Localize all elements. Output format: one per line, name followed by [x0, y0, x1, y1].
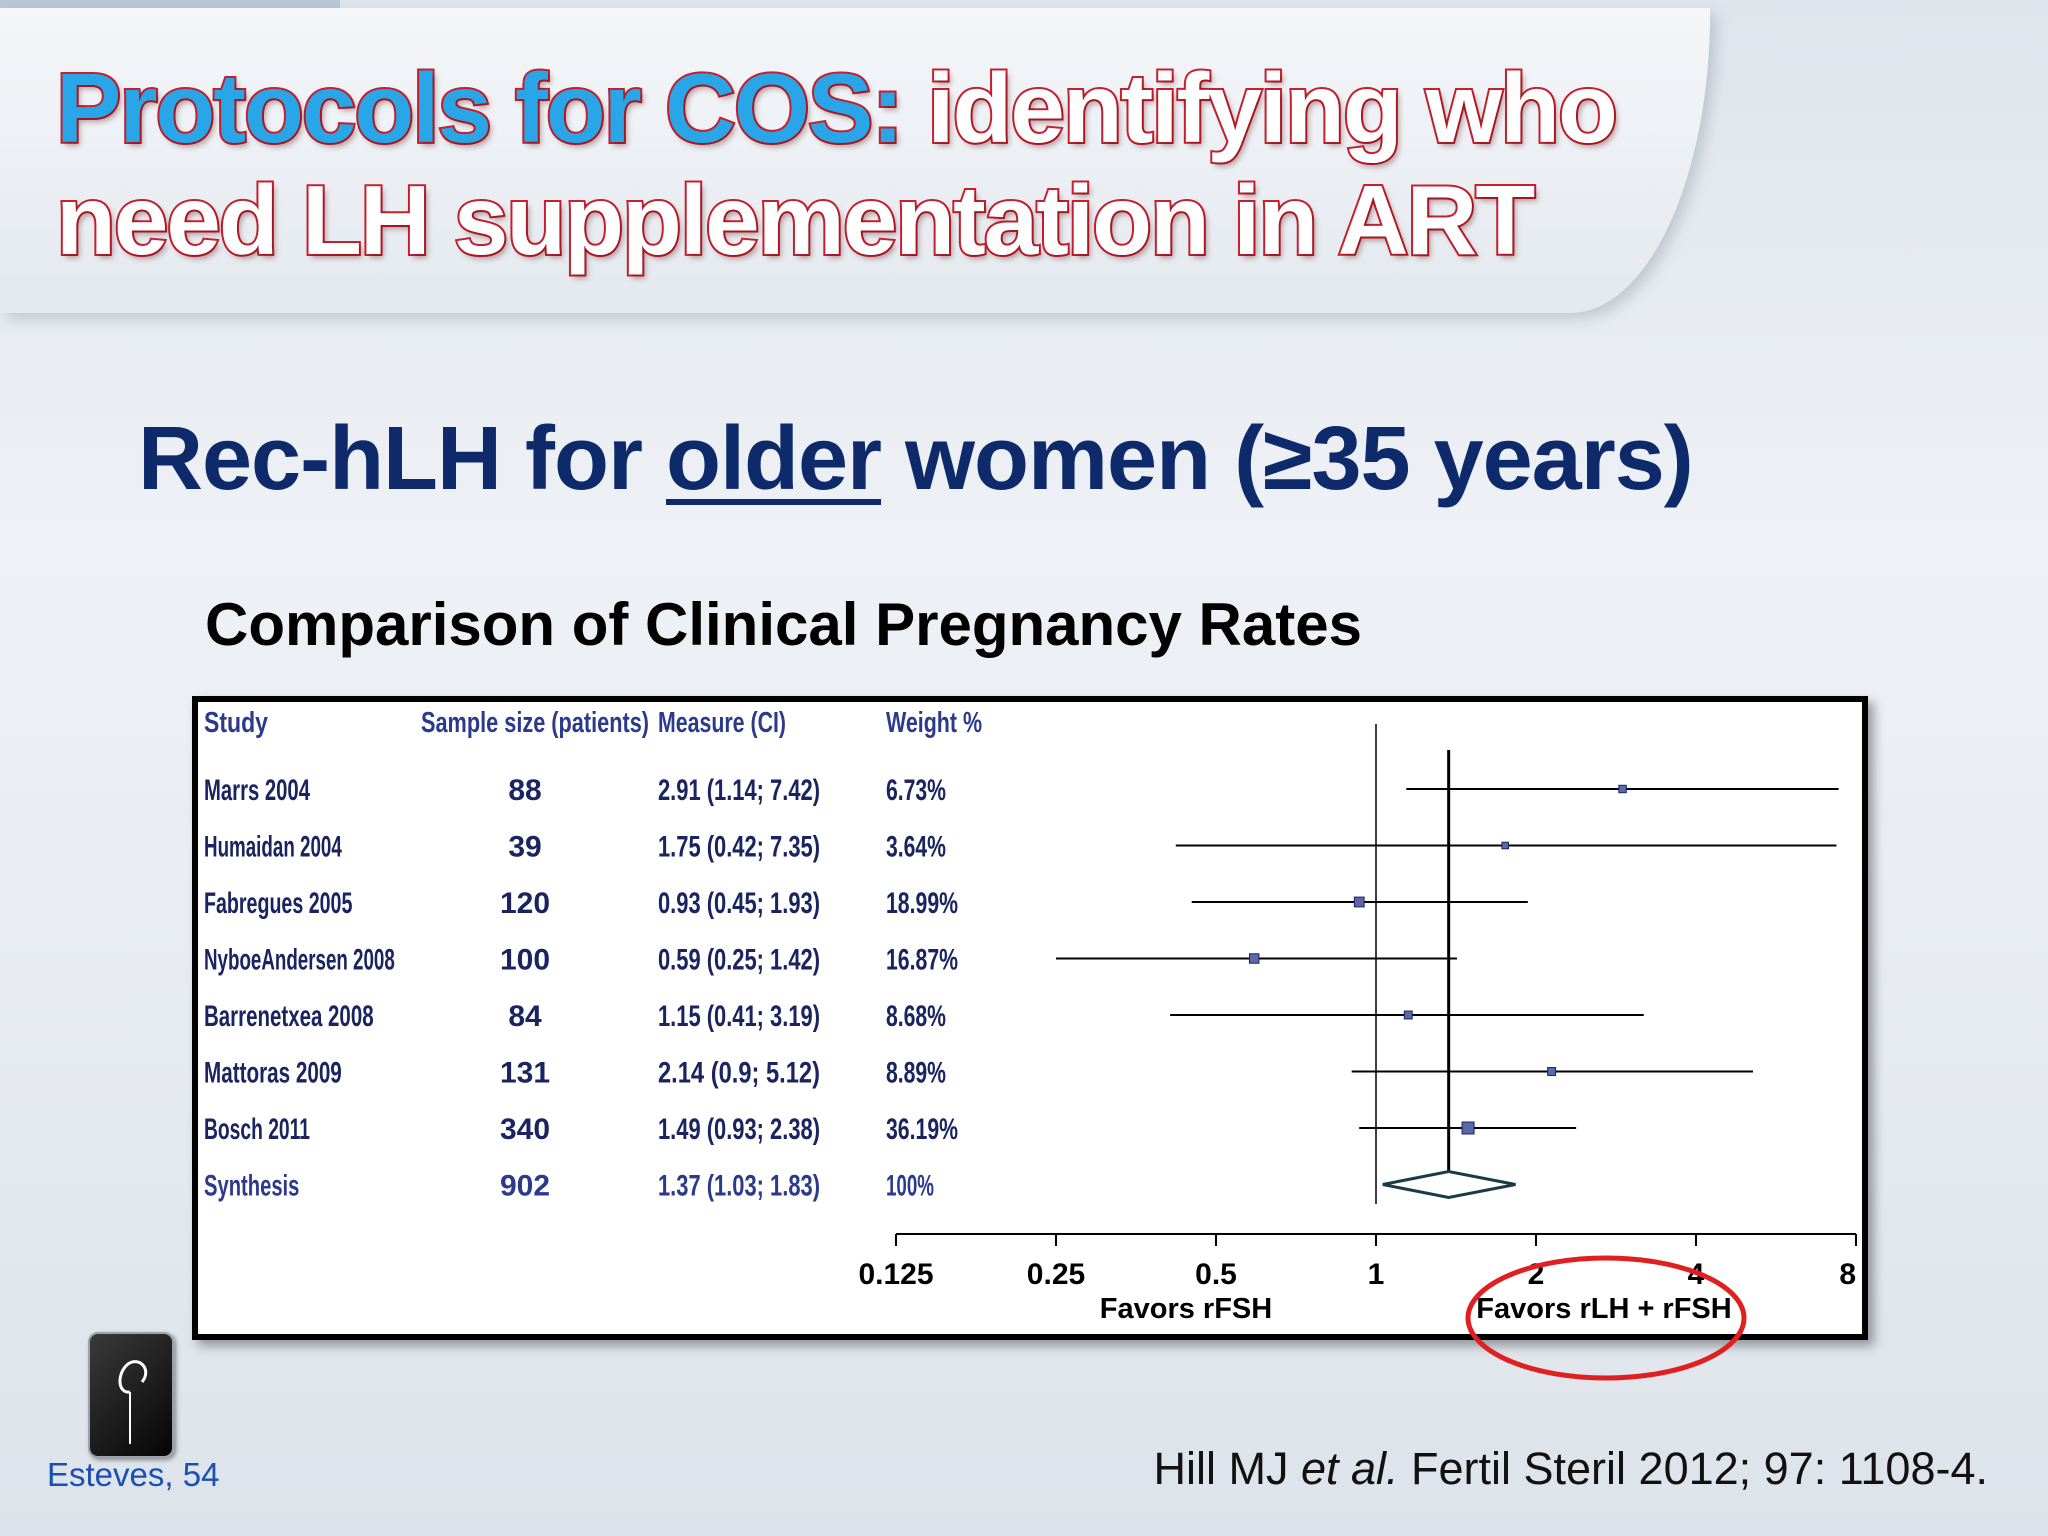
point-estimate: [1461, 1121, 1475, 1135]
x-tick-label: 0.5: [1195, 1258, 1237, 1291]
point-estimate: [1618, 784, 1627, 794]
header-study: Study: [204, 707, 268, 739]
point-estimate: [1353, 896, 1365, 908]
study-name: Barrenetxea 2008: [204, 1000, 374, 1033]
slide-title-line1: Protocols for COS: identifying who: [54, 51, 1676, 165]
header-weight: Weight %: [886, 707, 982, 739]
point-estimate: [1403, 1010, 1413, 1020]
study-name: NyboeAndersen 2008: [204, 944, 395, 977]
study-name: Humaidan 2004: [204, 831, 342, 864]
weight-pct: 36.19%: [886, 1113, 958, 1146]
footer-reference: Hill MJ et al. Fertil Steril 2012; 97: 1…: [1153, 1443, 1988, 1495]
sample-size: 84: [508, 1000, 542, 1033]
title-part2: identifying who: [902, 51, 1620, 165]
x-tick-label: 4: [1688, 1258, 1705, 1291]
study-name: Synthesis: [204, 1170, 299, 1203]
footer-author: Esteves, 54: [47, 1456, 220, 1493]
weight-pct: 6.73%: [886, 774, 946, 807]
sample-size: 131: [500, 1057, 550, 1090]
title-part1: Protocols for COS:: [54, 51, 906, 165]
measure-ci: 1.37 (1.03; 1.83): [658, 1170, 820, 1203]
measure-ci: 0.59 (0.25; 1.42): [658, 944, 820, 977]
ref-journal: Fertil Steril 2012; 97: 1108-4.: [1398, 1443, 1988, 1494]
weight-pct: 3.64%: [886, 831, 946, 864]
point-estimate: [1501, 841, 1509, 850]
slide-title: Protocols for COS: identifying who need …: [54, 51, 1676, 277]
header-sample-size: Sample size (patients): [421, 707, 649, 739]
synthesis-diamond: [1382, 1169, 1516, 1200]
x-tick-label: 2: [1528, 1258, 1545, 1291]
point-estimate: [1248, 953, 1260, 964]
slide-subtitle: Rec-hLH for older women (≥35 years): [138, 408, 1694, 511]
sample-size: 88: [508, 774, 541, 807]
ref-authors: Hill MJ: [1153, 1443, 1301, 1494]
measure-ci: 2.14 (0.9; 5.12): [658, 1057, 820, 1090]
weight-pct: 8.68%: [886, 1000, 946, 1033]
favors-left-label: Favors rFSH: [1100, 1293, 1272, 1325]
weight-pct: 100%: [886, 1170, 934, 1203]
measure-ci: 0.93 (0.45; 1.93): [658, 887, 820, 920]
x-tick-label: 1: [1368, 1258, 1385, 1291]
measure-ci: 1.15 (0.41; 3.19): [658, 1000, 820, 1033]
subtitle-post: women (≥35 years): [881, 409, 1694, 509]
sample-size: 39: [508, 831, 541, 864]
x-tick-label: 0.125: [858, 1258, 933, 1291]
favors-right-label: Favors rLH + rFSH: [1476, 1293, 1731, 1325]
sample-size: 100: [500, 944, 550, 977]
forest-plot: Study Sample size (patients) Measure (CI) W…: [204, 707, 1857, 1325]
sperm-logo-icon: [118, 1360, 148, 1444]
top-strip: [0, 0, 340, 8]
slide-title-line2: need LH supplementation in ART: [54, 163, 1537, 277]
point-estimate: [1547, 1067, 1557, 1076]
subtitle-underlined: older: [666, 409, 882, 509]
weight-pct: 18.99%: [886, 887, 958, 920]
measure-ci: 2.91 (1.14; 7.42): [658, 774, 820, 807]
sample-size: 120: [500, 887, 550, 920]
ref-etal: et al.: [1300, 1443, 1399, 1494]
measure-ci: 1.75 (0.42; 7.35): [658, 831, 820, 864]
x-tick-label: 0.25: [1027, 1258, 1085, 1291]
study-name: Bosch 2011: [204, 1113, 310, 1146]
subtitle-pre: Rec-hLH for: [138, 409, 666, 509]
title-banner: [0, 8, 1710, 313]
study-name: Mattoras 2009: [204, 1057, 342, 1090]
sample-size: 902: [500, 1170, 550, 1203]
sample-size: 340: [500, 1113, 550, 1146]
measure-ci: 1.49 (0.93; 2.38): [658, 1113, 820, 1146]
x-tick-label: 8: [1839, 1258, 1856, 1291]
header-measure: Measure (CI): [658, 707, 786, 739]
weight-pct: 16.87%: [886, 944, 958, 977]
study-name: Fabregues 2005: [204, 887, 352, 920]
forest-plot-panel: Study Sample size (patients) Measure (CI) W…: [192, 696, 1868, 1340]
weight-pct: 8.89%: [886, 1057, 946, 1090]
chart-heading: Comparison of Clinical Pregnancy Rates: [205, 591, 1362, 658]
esteves-logo: [88, 1332, 174, 1458]
study-name: Marrs 2004: [204, 774, 310, 807]
